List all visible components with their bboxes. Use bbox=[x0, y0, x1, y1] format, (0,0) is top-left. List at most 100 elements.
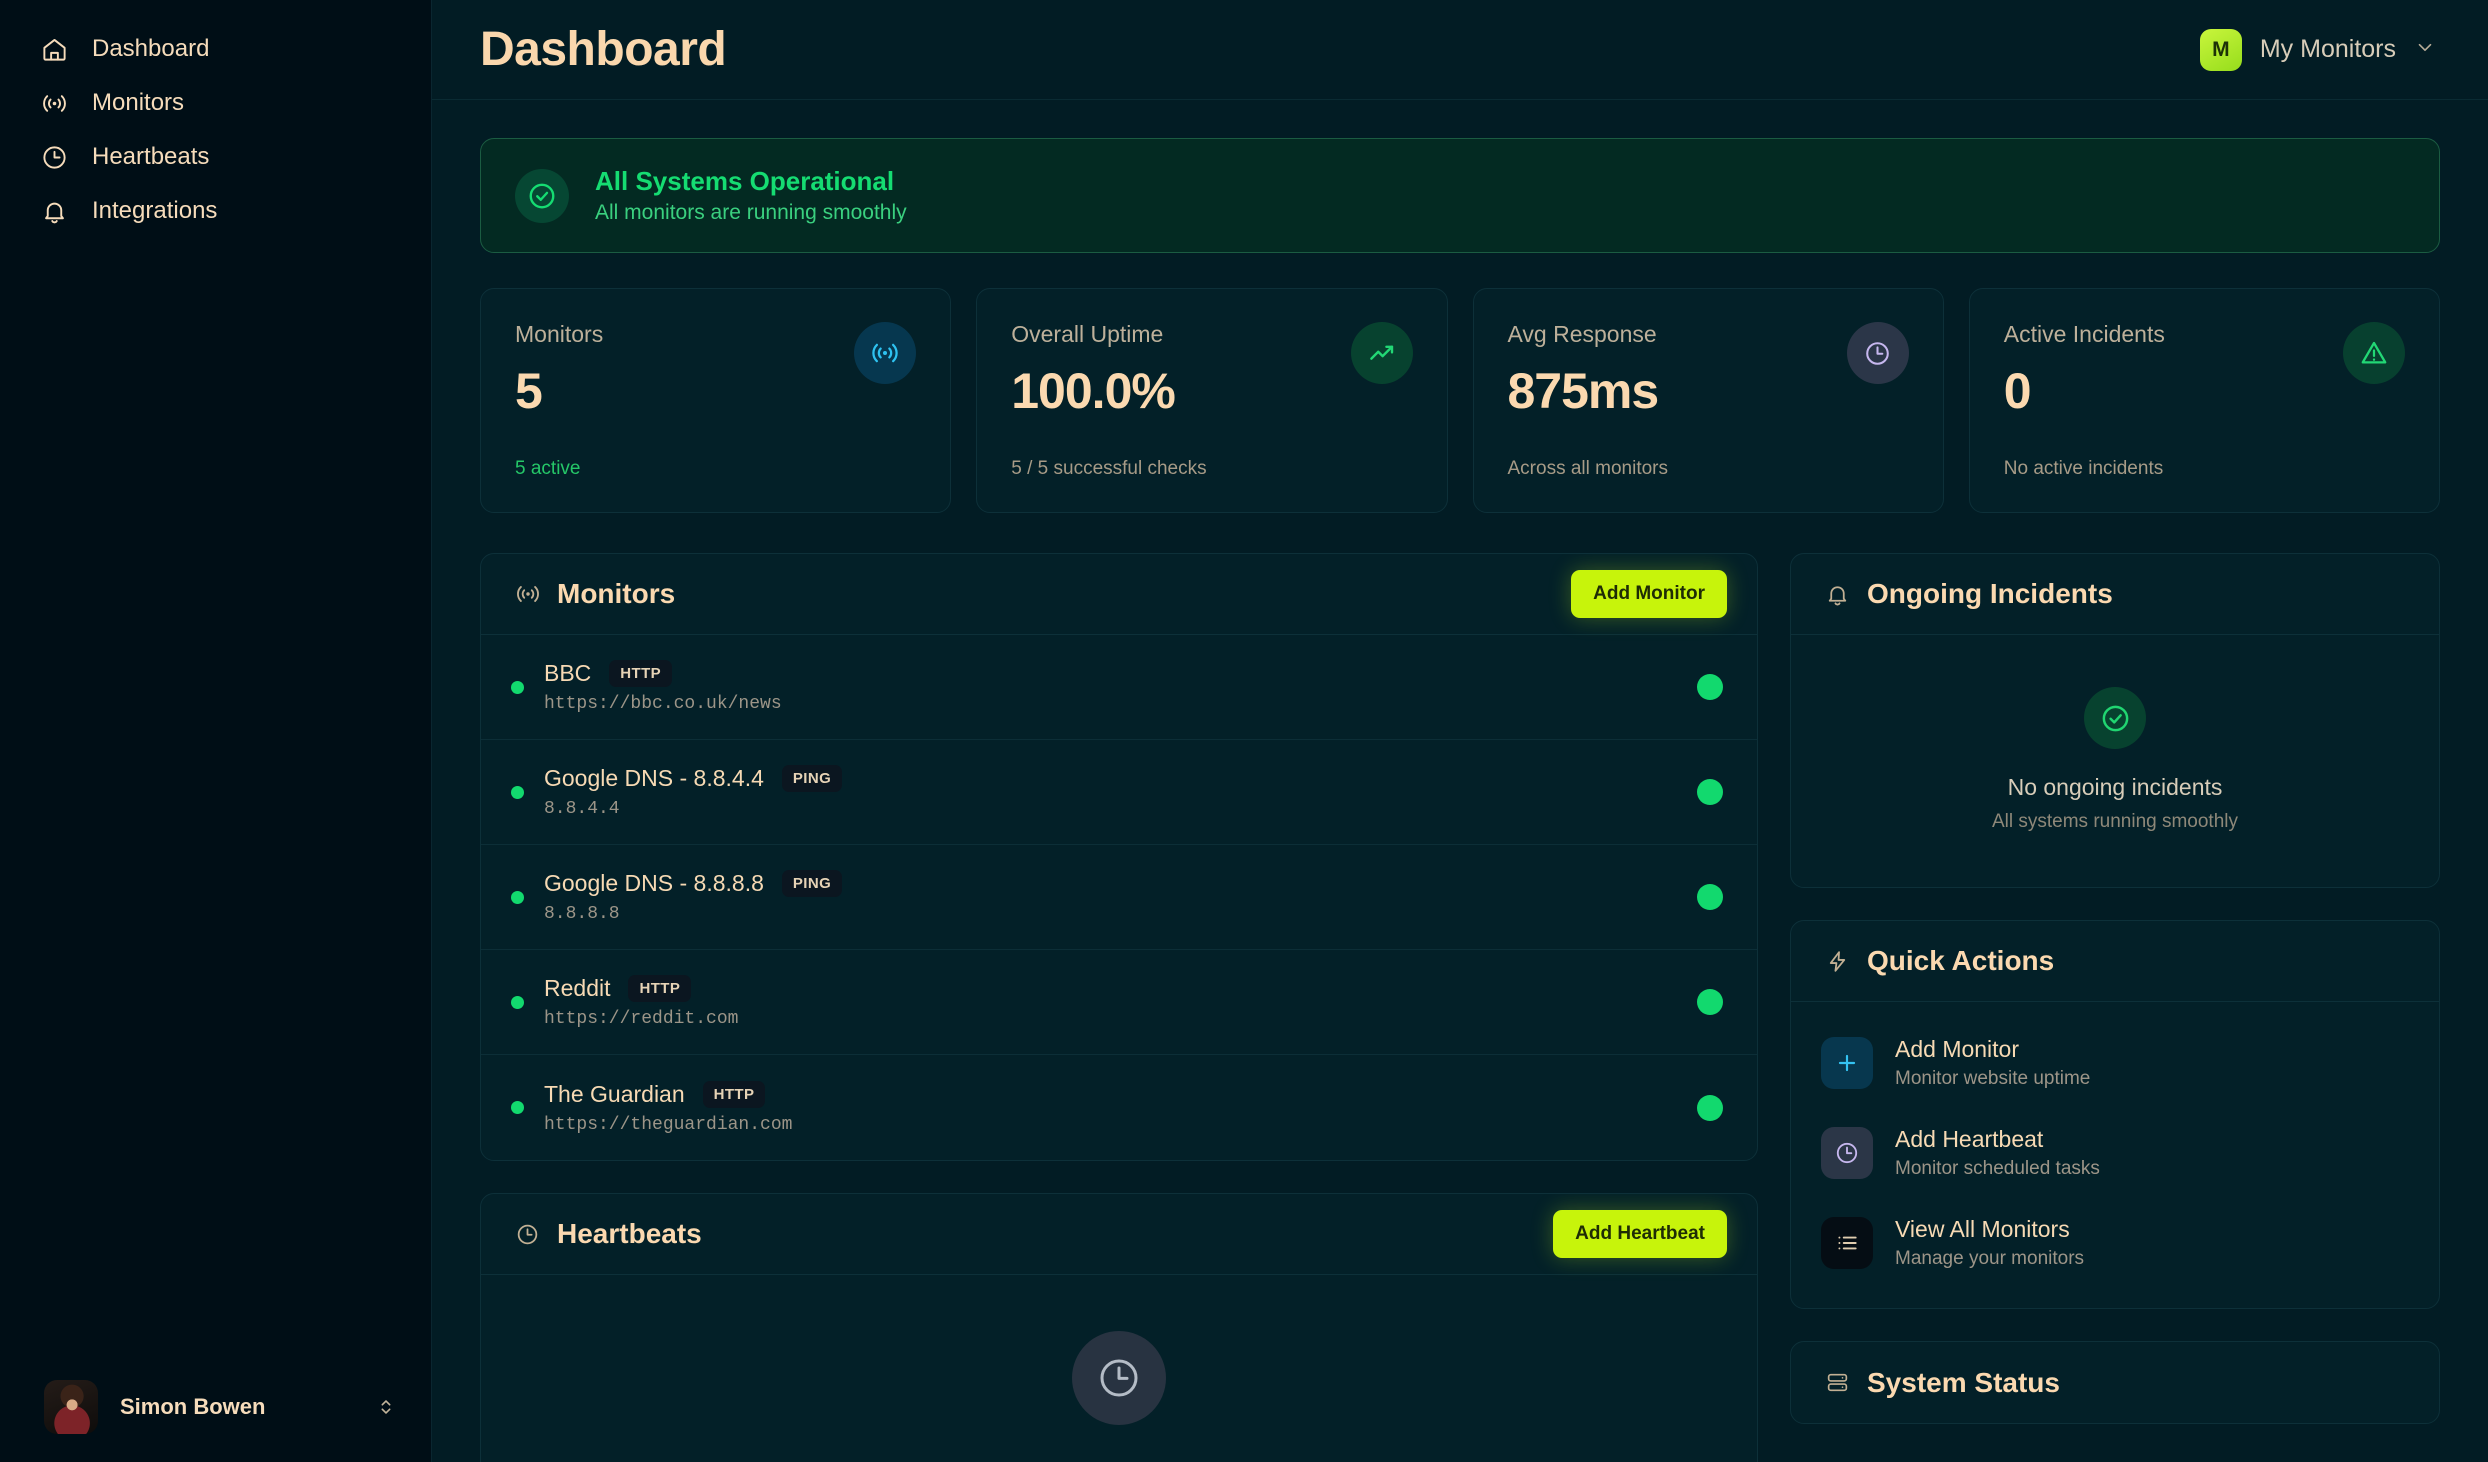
home-icon bbox=[40, 35, 68, 63]
monitor-url: https://reddit.com bbox=[544, 1009, 739, 1029]
chevron-down-icon[interactable] bbox=[2414, 36, 2436, 64]
signal-icon bbox=[854, 322, 917, 384]
table-row[interactable]: Google DNS - 8.8.4.4 PING 8.8.4.4 bbox=[481, 740, 1757, 845]
table-row[interactable]: Reddit HTTP https://reddit.com bbox=[481, 950, 1757, 1055]
stat-label: Avg Response bbox=[1507, 321, 1657, 347]
quick-actions-list: Add Monitor Monitor website uptime Add H… bbox=[1791, 1002, 2439, 1308]
monitor-type-badge: HTTP bbox=[702, 1080, 766, 1108]
sidebar-item-heartbeats[interactable]: Heartbeats bbox=[0, 130, 431, 184]
monitor-info: Google DNS - 8.8.8.8 PING 8.8.8.8 bbox=[544, 870, 1697, 924]
quick-action-add-monitor[interactable]: Add Monitor Monitor website uptime bbox=[1791, 1018, 2439, 1108]
monitor-top: The Guardian HTTP bbox=[544, 1080, 1697, 1108]
stat-card-active-incidents: Active Incidents 0 No active incidents bbox=[1968, 288, 2440, 513]
system-status-panel: System Status bbox=[1790, 1341, 2440, 1424]
sidebar-item-label: Integrations bbox=[92, 197, 218, 224]
quick-actions-panel: Quick Actions Add Monitor Monitor websit… bbox=[1790, 920, 2440, 1309]
lightning-icon bbox=[1825, 948, 1851, 974]
stat-cards: Monitors 5 5 active Overall Uptime 100.0… bbox=[480, 288, 2440, 513]
avatar bbox=[44, 1380, 98, 1434]
banner-title: All Systems Operational bbox=[595, 166, 895, 196]
monitor-name: BBC bbox=[544, 660, 592, 686]
monitor-top: Google DNS - 8.8.4.4 PING bbox=[544, 765, 1697, 792]
clock-icon bbox=[1821, 1127, 1873, 1179]
stat-sub: No active incidents bbox=[2003, 458, 2164, 479]
incidents-empty-state: No ongoing incidents All systems running… bbox=[1791, 635, 2439, 887]
sidebar-nav: Dashboard Monitors Heartbeats Integratio… bbox=[0, 0, 431, 238]
stat-value: 875ms bbox=[1507, 363, 1660, 419]
stat-card-avg-response: Avg Response 875ms Across all monitors bbox=[1472, 288, 1944, 513]
org-name: My Monitors bbox=[2259, 35, 2396, 63]
stat-value: 100.0% bbox=[1011, 363, 1176, 419]
signal-icon bbox=[515, 581, 541, 607]
stat-label: Active Incidents bbox=[2003, 321, 2165, 347]
monitor-url: 8.8.4.4 bbox=[544, 799, 620, 819]
table-row[interactable]: Google DNS - 8.8.8.8 PING 8.8.8.8 bbox=[481, 845, 1757, 950]
stat-sub: Across all monitors bbox=[1507, 458, 1669, 479]
monitor-top: BBC HTTP bbox=[544, 660, 1697, 687]
table-row[interactable]: The Guardian HTTP https://theguardian.co… bbox=[481, 1055, 1757, 1160]
status-dot-icon bbox=[511, 680, 524, 694]
quick-action-view-all-monitors[interactable]: View All Monitors Manage your monitors bbox=[1791, 1198, 2439, 1288]
sidebar-item-monitors[interactable]: Monitors bbox=[0, 76, 431, 130]
status-badge bbox=[1697, 779, 1723, 805]
clock-icon bbox=[1072, 1331, 1166, 1425]
org-switcher[interactable]: M My Monitors bbox=[2199, 28, 2452, 71]
sidebar-item-dashboard[interactable]: Dashboard bbox=[0, 22, 431, 76]
quick-action-sub: Monitor website uptime bbox=[1895, 1068, 2091, 1089]
panel-title: Quick Actions bbox=[1825, 945, 2054, 977]
status-badge bbox=[1697, 674, 1723, 700]
status-dot-icon bbox=[511, 785, 524, 799]
quick-action-sub: Manage your monitors bbox=[1895, 1248, 2085, 1269]
quick-action-sub: Monitor scheduled tasks bbox=[1895, 1158, 2100, 1179]
trending-up-icon bbox=[1350, 322, 1413, 384]
table-row[interactable]: BBC HTTP https://bbc.co.uk/news bbox=[481, 635, 1757, 740]
quick-action-title: View All Monitors bbox=[1895, 1216, 2070, 1242]
heartbeats-panel: Heartbeats Add Heartbeat bbox=[480, 1193, 1758, 1462]
empty-title: No ongoing incidents bbox=[2007, 774, 2223, 800]
empty-subtitle: All systems running smoothly bbox=[1991, 811, 2239, 832]
incidents-panel-header: Ongoing Incidents bbox=[1791, 554, 2439, 635]
status-dot-icon bbox=[511, 1101, 524, 1114]
system-status-header: System Status bbox=[1791, 1342, 2439, 1423]
monitor-url: https://theguardian.com bbox=[544, 1114, 793, 1135]
chevron-up-down-icon[interactable] bbox=[375, 1392, 397, 1422]
monitors-panel: Monitors Add Monitor BBC HTTP bbox=[480, 553, 1758, 1161]
heartbeats-empty-state bbox=[481, 1275, 1757, 1462]
monitor-name: Reddit bbox=[544, 975, 611, 1001]
add-heartbeat-button[interactable]: Add Heartbeat bbox=[1553, 1210, 1727, 1258]
panel-title: Ongoing Incidents bbox=[1825, 578, 2113, 610]
stat-label: Overall Uptime bbox=[1011, 321, 1164, 347]
quick-action-title: Add Monitor bbox=[1895, 1036, 2020, 1062]
stat-card-overall-uptime: Overall Uptime 100.0% 5 / 5 successful c… bbox=[976, 288, 1448, 513]
bell-icon bbox=[40, 197, 68, 225]
sidebar-item-integrations[interactable]: Integrations bbox=[0, 184, 431, 238]
system-status-banner: All Systems Operational All monitors are… bbox=[480, 138, 2440, 253]
dashboard-columns: Monitors Add Monitor BBC HTTP bbox=[480, 553, 2440, 1462]
monitor-name: The Guardian bbox=[544, 1080, 685, 1107]
page-title: Dashboard bbox=[480, 23, 727, 76]
add-monitor-button[interactable]: Add Monitor bbox=[1571, 570, 1727, 618]
quick-action-add-heartbeat[interactable]: Add Heartbeat Monitor scheduled tasks bbox=[1791, 1108, 2439, 1198]
sidebar-item-label: Monitors bbox=[92, 89, 185, 116]
monitors-panel-header: Monitors Add Monitor bbox=[481, 554, 1757, 635]
status-dot-icon bbox=[511, 995, 524, 1009]
user-name: Simon Bowen bbox=[120, 1394, 266, 1419]
list-icon bbox=[1821, 1217, 1873, 1269]
check-circle-icon bbox=[2084, 687, 2146, 749]
plus-icon bbox=[1821, 1037, 1873, 1089]
status-badge bbox=[1697, 1094, 1723, 1121]
monitor-name: Google DNS - 8.8.8.8 bbox=[544, 870, 764, 896]
monitor-info: BBC HTTP https://bbc.co.uk/news bbox=[544, 660, 1697, 714]
ongoing-incidents-panel: Ongoing Incidents No ongoing incidents A… bbox=[1790, 553, 2440, 888]
bell-icon bbox=[1825, 581, 1851, 607]
monitor-top: Reddit HTTP bbox=[544, 975, 1697, 1002]
stat-value: 5 bbox=[515, 363, 543, 419]
panel-title-text: System Status bbox=[1867, 1366, 2060, 1398]
user-menu[interactable]: Simon Bowen bbox=[0, 1352, 431, 1462]
alert-triangle-icon bbox=[2343, 322, 2405, 384]
monitor-info: The Guardian HTTP https://theguardian.co… bbox=[544, 1080, 1697, 1135]
monitor-type-badge: PING bbox=[781, 765, 843, 792]
status-dot-icon bbox=[511, 890, 524, 904]
monitor-info: Reddit HTTP https://reddit.com bbox=[544, 975, 1697, 1029]
quick-action-title: Add Heartbeat bbox=[1895, 1126, 2044, 1152]
